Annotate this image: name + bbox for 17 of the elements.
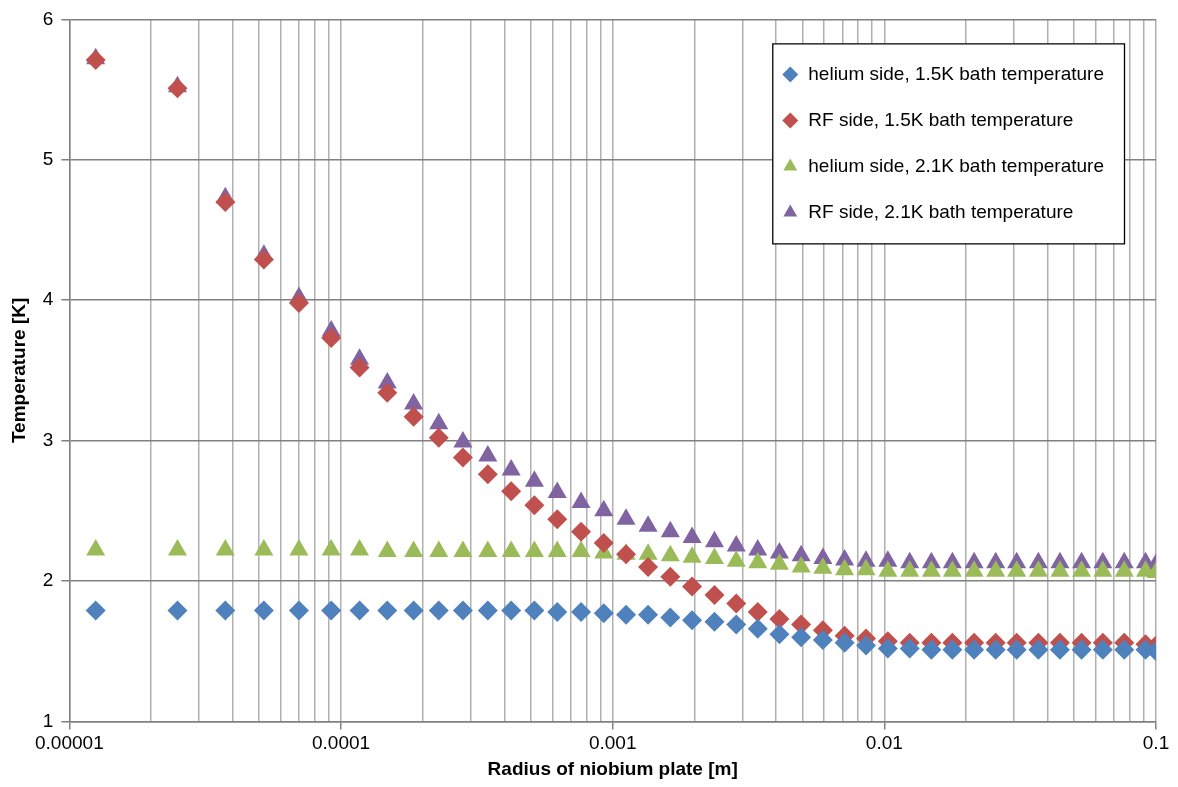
x-axis-title: Radius of niobium plate [m] bbox=[487, 757, 738, 779]
legend-label: helium side, 1.5K bath temperature bbox=[808, 62, 1105, 84]
legend-label: helium side, 2.1K bath temperature bbox=[808, 154, 1105, 176]
y-axis-title: Temperature [K] bbox=[7, 297, 29, 444]
y-tick-label: 1 bbox=[42, 709, 54, 731]
legend-label: RF side, 1.5K bath temperature bbox=[808, 108, 1074, 130]
x-tick-label: 0.00001 bbox=[35, 732, 104, 754]
x-tick-label: 0.001 bbox=[588, 732, 637, 754]
y-tick-label: 4 bbox=[42, 288, 54, 310]
y-tick-label: 6 bbox=[42, 7, 54, 29]
y-tick-label: 3 bbox=[42, 428, 54, 450]
y-tick-label: 5 bbox=[42, 148, 54, 170]
x-tick-label: 0.1 bbox=[1142, 732, 1170, 754]
x-tick-label: 0.0001 bbox=[311, 732, 371, 754]
legend-label: RF side, 2.1K bath temperature bbox=[808, 200, 1074, 222]
y-tick-label: 2 bbox=[42, 569, 54, 591]
x-tick-label: 0.01 bbox=[865, 732, 903, 754]
